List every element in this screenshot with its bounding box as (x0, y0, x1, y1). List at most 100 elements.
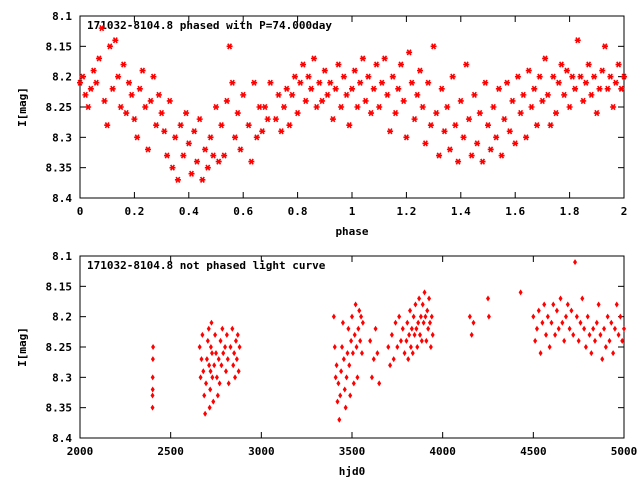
data-point (455, 158, 462, 165)
data-point (408, 307, 413, 314)
data-point (229, 79, 236, 86)
data-point (417, 67, 423, 74)
data-point (332, 85, 339, 92)
data-point (339, 368, 344, 375)
data-point (389, 73, 396, 80)
data-point (360, 319, 365, 326)
data-point (335, 398, 340, 405)
x-tick-label: 0.6 (233, 205, 253, 218)
data-point (408, 344, 413, 350)
data-point (596, 85, 603, 92)
data-point (286, 122, 293, 129)
x-tick-label: 2500 (157, 445, 184, 458)
data-point (406, 356, 411, 363)
data-point (345, 350, 350, 357)
data-point (468, 152, 475, 159)
data-point (413, 301, 418, 308)
data-point (332, 344, 337, 350)
data-point (155, 91, 162, 99)
data-point (533, 337, 538, 344)
data-point (316, 79, 323, 86)
data-point (412, 331, 417, 338)
y-tick-label: 8.1 (52, 250, 72, 263)
data-point (411, 313, 416, 320)
data-point (414, 325, 419, 332)
x-tick-label: 4500 (520, 445, 547, 458)
data-point (300, 61, 307, 68)
data-point (219, 362, 224, 369)
data-point (85, 103, 92, 111)
data-point (101, 97, 108, 105)
data-point (199, 176, 206, 183)
data-point (553, 331, 558, 338)
data-point (616, 331, 621, 338)
data-point (563, 67, 570, 74)
data-point (185, 140, 192, 147)
data-point (225, 356, 230, 363)
data-point (479, 158, 486, 165)
data-point (205, 337, 210, 344)
data-point (231, 362, 236, 369)
data-point (429, 313, 434, 320)
x-tick-label: 3000 (248, 445, 275, 458)
data-point (346, 325, 351, 332)
data-point (592, 337, 597, 344)
data-point (90, 67, 97, 74)
plot-title: 171032-8104.8 phased with P=74.000day (87, 19, 332, 32)
data-point (340, 319, 345, 326)
data-point (542, 55, 549, 62)
data-point (539, 97, 546, 105)
data-point (611, 350, 616, 357)
data-point (142, 103, 149, 111)
data-point (490, 103, 497, 111)
data-point (348, 392, 353, 399)
data-point (520, 91, 527, 99)
data-point (556, 325, 561, 332)
data-point (359, 350, 364, 357)
data-point (444, 103, 451, 111)
x-tick-label: 0.4 (179, 205, 199, 218)
data-point (211, 398, 216, 405)
data-point (476, 109, 483, 117)
data-point (486, 313, 491, 320)
plot-frame (79, 15, 625, 199)
data-point (214, 374, 219, 381)
data-point (381, 55, 388, 62)
data-point (482, 79, 489, 86)
data-point (373, 61, 380, 68)
data-point (281, 103, 287, 111)
data-point (615, 61, 622, 68)
data-point (347, 362, 352, 369)
data-point (560, 319, 565, 326)
data-point (357, 79, 364, 86)
data-point (123, 109, 130, 117)
data-point (212, 362, 217, 369)
data-point (267, 79, 274, 86)
data-point (536, 73, 543, 80)
data-point (602, 325, 607, 332)
data-point (147, 97, 154, 105)
data-point (188, 170, 195, 177)
data-point (469, 331, 474, 338)
data-point (93, 79, 100, 86)
data-point (82, 91, 89, 99)
data-point (358, 337, 363, 344)
unphased-light-curve-plot: 2000 2500 3000 3500 4000 4500 5000 8.1 8.15 8.2 8.… (16, 250, 637, 478)
data-point (574, 37, 581, 44)
data-point (528, 103, 535, 111)
data-point (501, 115, 508, 123)
data-point (208, 368, 213, 375)
data-point (604, 85, 611, 92)
data-point (430, 43, 437, 50)
data-point (558, 295, 563, 302)
x-tick-label: 4000 (429, 445, 456, 458)
data-point (338, 392, 343, 399)
data-point (585, 61, 592, 68)
data-point (208, 344, 213, 350)
data-point (423, 313, 428, 320)
data-point (403, 134, 410, 141)
y-tick-label: 8.2 (52, 311, 72, 324)
data-point (98, 24, 105, 32)
data-point (259, 128, 266, 135)
